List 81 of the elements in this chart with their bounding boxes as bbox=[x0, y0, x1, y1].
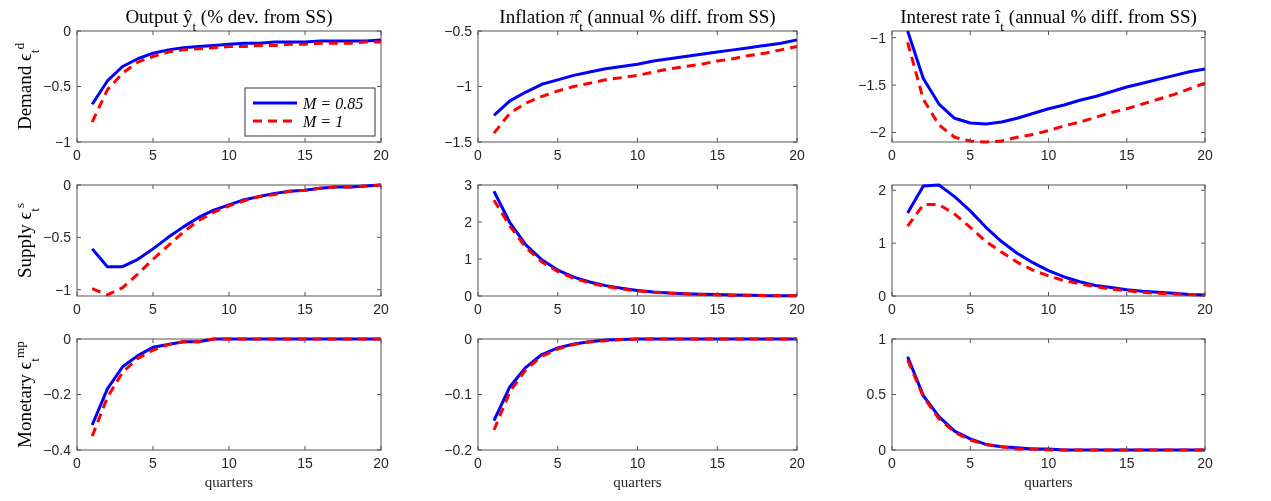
x-tick-label: 0 bbox=[888, 301, 897, 317]
x-tick-label: 5 bbox=[966, 147, 975, 163]
x-tick-label: 15 bbox=[709, 455, 726, 471]
x-tick-label: 20 bbox=[373, 455, 389, 471]
y-tick-label: 2 bbox=[878, 182, 887, 199]
y-tick-label: −1 bbox=[55, 133, 72, 150]
y-tick-label: 1 bbox=[878, 330, 887, 347]
y-tick-label: −0.2 bbox=[43, 386, 72, 403]
y-tick-label: 0 bbox=[63, 176, 72, 193]
y-tick-label: −0.5 bbox=[43, 78, 72, 95]
x-tick-label: 0 bbox=[474, 455, 483, 471]
x-tick-label: 20 bbox=[373, 301, 389, 317]
y-tick-label: −0.1 bbox=[444, 386, 473, 403]
x-tick-label: 5 bbox=[149, 147, 158, 163]
chart-title: Inflation π̂$_{t}$ (annual % diff. from SS) bbox=[499, 6, 776, 34]
x-tick-label: 5 bbox=[553, 301, 562, 317]
x-tick-label: 20 bbox=[789, 455, 805, 471]
x-tick-label: 10 bbox=[221, 147, 237, 163]
x-tick-label: 5 bbox=[966, 301, 975, 317]
x-tick-label: 5 bbox=[553, 455, 562, 471]
y-tick-label: −1.5 bbox=[444, 133, 473, 150]
y-tick-label: 0 bbox=[63, 22, 72, 39]
x-tick-label: 15 bbox=[297, 455, 313, 471]
x-tick-label: 5 bbox=[149, 455, 158, 471]
chart-title: Interest rate î$_{t}$ (annual % diff. from SS) bbox=[900, 6, 1197, 34]
x-axis-title: quarters bbox=[613, 474, 662, 490]
y-tick-label: 2 bbox=[464, 213, 473, 230]
legend-label: M = 1 bbox=[302, 112, 344, 130]
y-tick-label: 0 bbox=[464, 287, 473, 304]
x-tick-label: 5 bbox=[149, 301, 158, 317]
x-tick-label: 15 bbox=[709, 301, 726, 317]
y-tick-label: −0.2 bbox=[444, 441, 473, 458]
y-tick-label: 3 bbox=[464, 176, 473, 193]
x-tick-label: 0 bbox=[474, 301, 483, 317]
y-tick-label: −1.5 bbox=[858, 76, 887, 93]
y-tick-label: −1 bbox=[870, 29, 887, 46]
x-tick-label: 20 bbox=[789, 301, 805, 317]
x-tick-label: 20 bbox=[1197, 147, 1213, 163]
y-tick-label: 1 bbox=[878, 235, 887, 252]
x-tick-label: 0 bbox=[73, 455, 82, 471]
x-tick-label: 10 bbox=[221, 301, 237, 317]
x-tick-label: 10 bbox=[629, 455, 646, 471]
y-tick-label: −0.5 bbox=[444, 22, 473, 39]
x-tick-label: 0 bbox=[73, 301, 82, 317]
x-tick-label: 5 bbox=[966, 455, 975, 471]
x-tick-label: 20 bbox=[373, 147, 389, 163]
y-tick-label: 0.5 bbox=[866, 386, 887, 403]
x-tick-label: 20 bbox=[1197, 301, 1213, 317]
x-tick-label: 20 bbox=[789, 147, 805, 163]
x-tick-label: 10 bbox=[1040, 147, 1057, 163]
x-tick-label: 5 bbox=[553, 147, 562, 163]
x-tick-label: 15 bbox=[1118, 455, 1135, 471]
x-tick-label: 0 bbox=[73, 147, 82, 163]
x-tick-label: 0 bbox=[888, 147, 897, 163]
y-tick-label: 0 bbox=[464, 330, 473, 347]
x-tick-label: 20 bbox=[1197, 455, 1213, 471]
x-tick-label: 15 bbox=[1118, 147, 1135, 163]
x-tick-label: 15 bbox=[1118, 301, 1135, 317]
y-tick-label: 1 bbox=[464, 250, 473, 267]
x-tick-label: 10 bbox=[1040, 301, 1057, 317]
x-tick-label: 10 bbox=[629, 147, 646, 163]
chart-title: Output ŷ$_{t}$ (% dev. from SS) bbox=[125, 6, 333, 34]
y-tick-label: 0 bbox=[63, 330, 72, 347]
y-tick-label: −1 bbox=[55, 281, 72, 298]
x-tick-label: 10 bbox=[1040, 455, 1057, 471]
y-tick-label: −0.4 bbox=[43, 441, 72, 458]
y-tick-label: 0 bbox=[878, 441, 887, 458]
x-tick-label: 0 bbox=[474, 147, 483, 163]
x-tick-label: 10 bbox=[221, 455, 237, 471]
y-tick-label: 0 bbox=[878, 287, 887, 304]
x-tick-label: 15 bbox=[297, 301, 313, 317]
x-tick-label: 15 bbox=[297, 147, 313, 163]
x-tick-label: 0 bbox=[888, 455, 897, 471]
x-tick-label: 10 bbox=[629, 301, 646, 317]
x-axis-title: quarters bbox=[1024, 474, 1073, 490]
y-tick-label: −0.5 bbox=[43, 229, 72, 246]
y-tick-label: −2 bbox=[870, 124, 887, 141]
y-tick-label: −1 bbox=[456, 78, 473, 95]
legend-label: M = 0.85 bbox=[302, 94, 364, 112]
x-axis-title: quarters bbox=[204, 474, 254, 490]
x-tick-label: 15 bbox=[709, 147, 726, 163]
